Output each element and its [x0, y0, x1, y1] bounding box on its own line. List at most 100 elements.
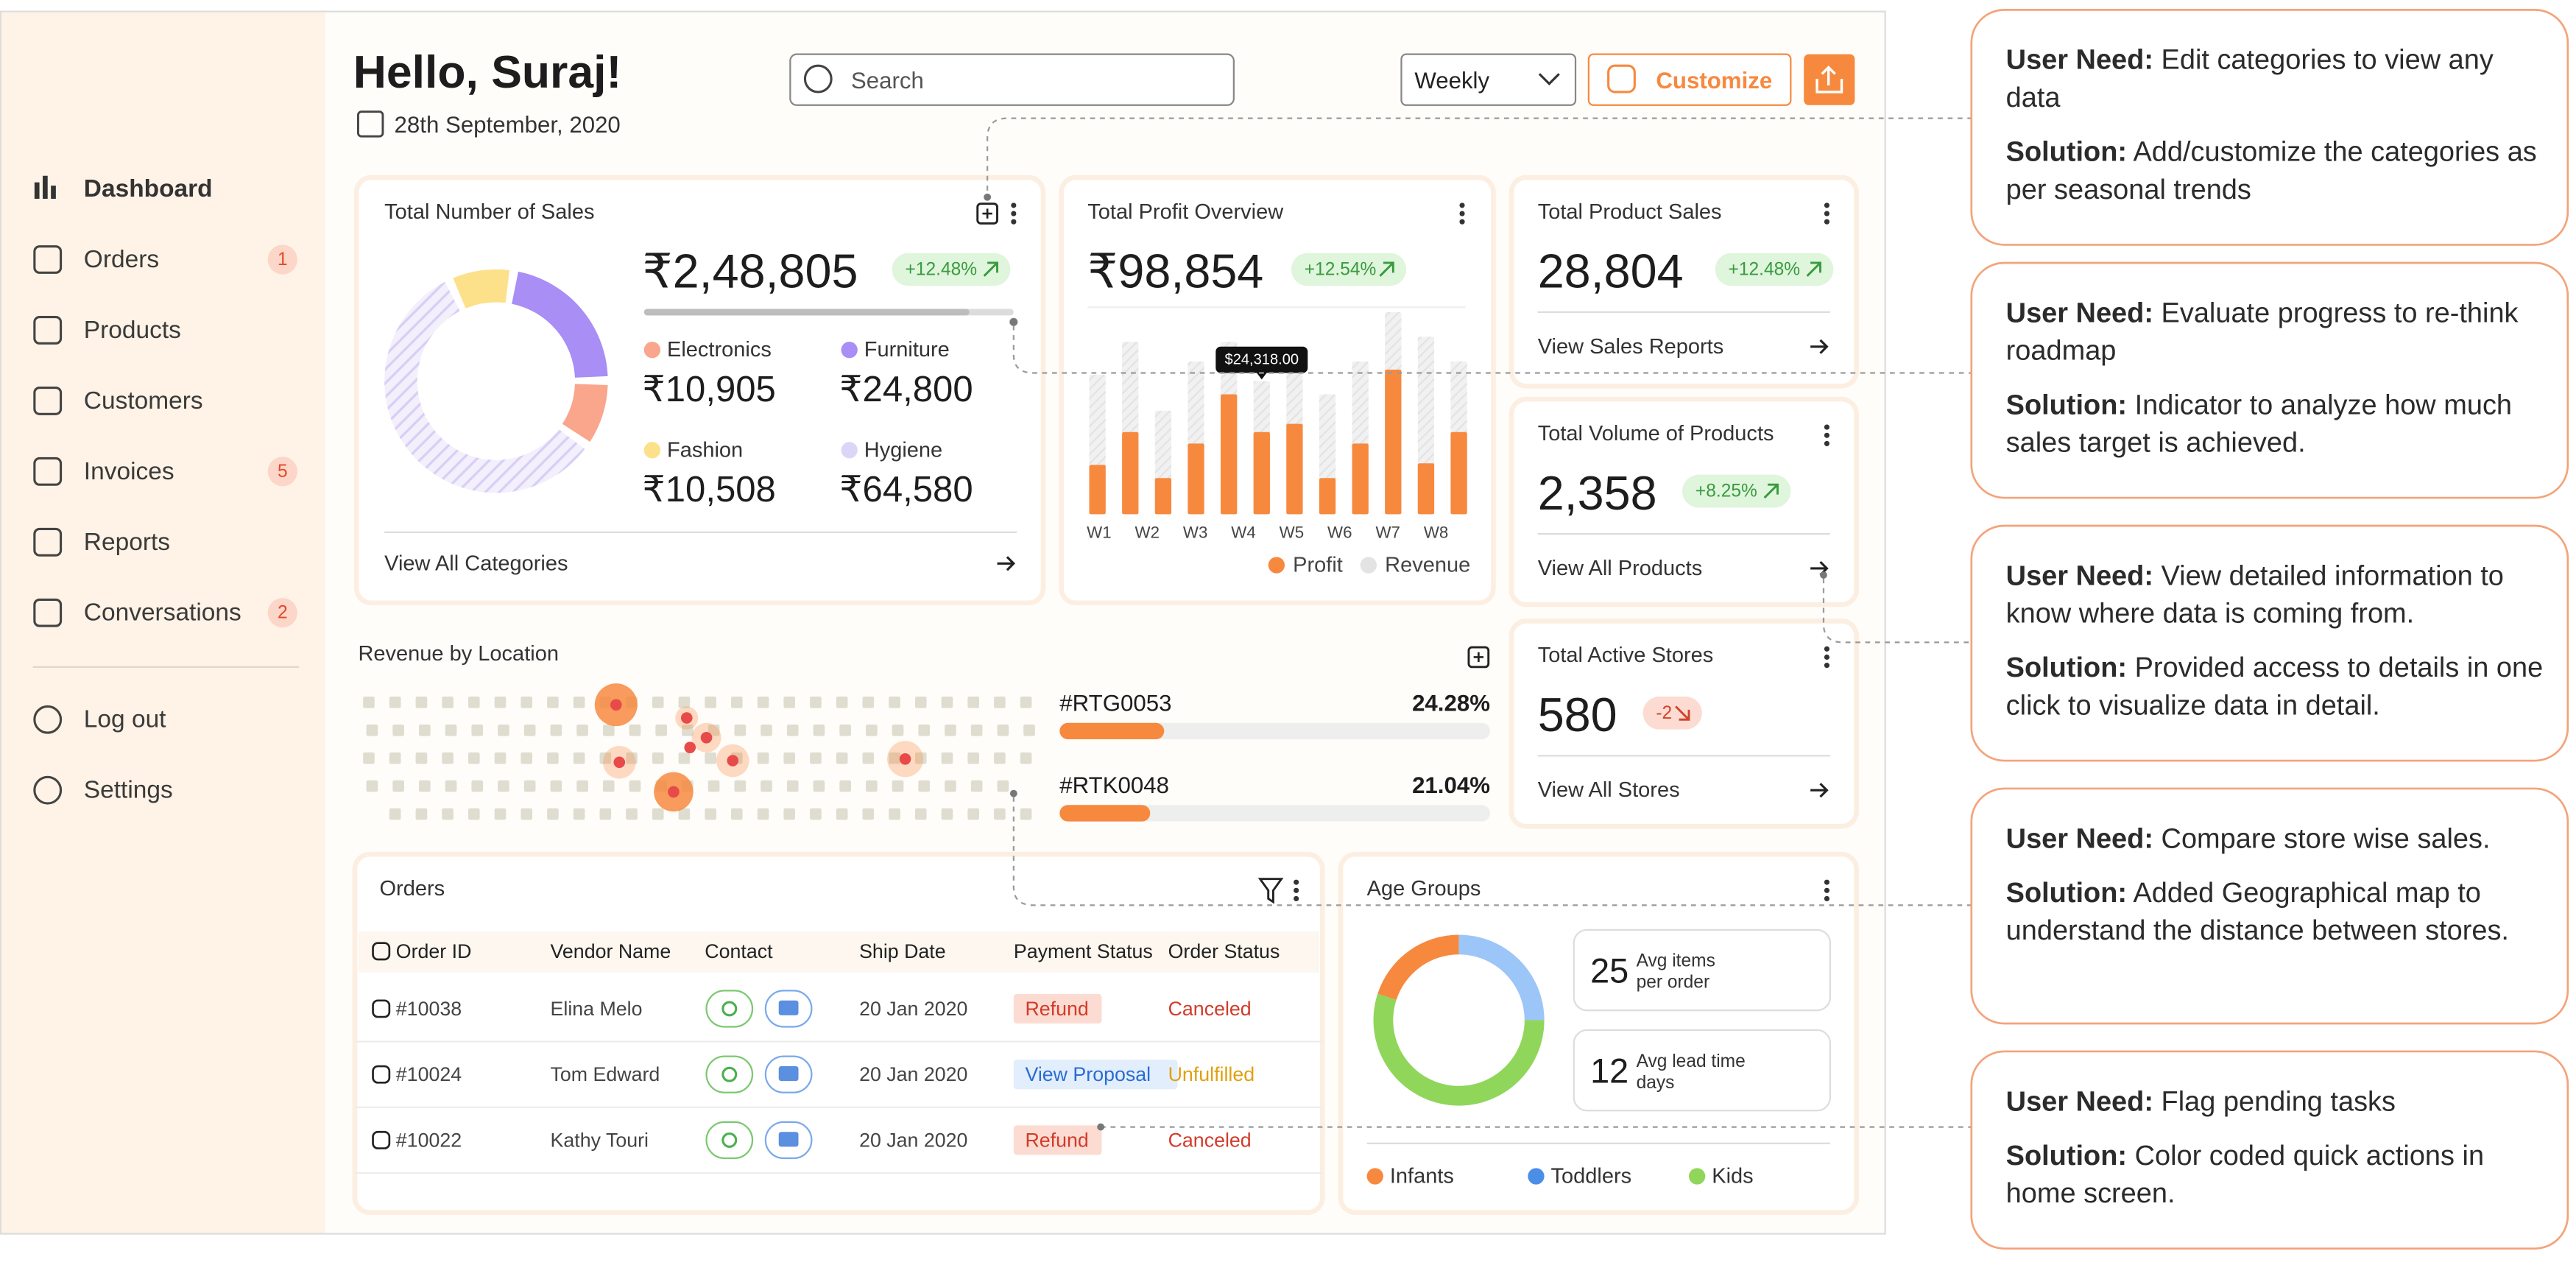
store-pin — [668, 786, 680, 798]
payment-status[interactable]: Refund — [1025, 998, 1088, 1020]
nav-badge — [267, 457, 297, 487]
tooltip — [1215, 346, 1308, 373]
map-dot — [862, 808, 875, 820]
nav-item[interactable]: Orders — [84, 246, 159, 273]
nav-item[interactable]: Settings — [84, 777, 173, 804]
nav-item[interactable]: Invoices — [84, 458, 174, 485]
nav-badge-count: 1 — [278, 250, 288, 269]
nav-item[interactable]: Products — [84, 317, 181, 344]
payment-badge[interactable] — [1013, 1060, 1178, 1090]
checkbox[interactable] — [372, 1130, 391, 1149]
more-icon[interactable] — [1824, 879, 1830, 885]
call-button[interactable] — [705, 990, 754, 1028]
more-icon[interactable] — [1459, 219, 1465, 225]
annotation-body: User Need: Compare store wise sales. Solu… — [2006, 822, 2548, 951]
add-icon-plus — [1473, 652, 1484, 663]
map-dot — [576, 724, 588, 736]
arrow-icon[interactable] — [997, 556, 1016, 571]
payment-badge[interactable] — [1013, 1125, 1102, 1155]
profit-bar — [1352, 443, 1369, 515]
donut-segment — [512, 271, 608, 378]
more-icon[interactable] — [1824, 654, 1830, 660]
more-icon[interactable] — [1824, 440, 1830, 446]
customize-label[interactable]: Customize — [1656, 68, 1772, 94]
search-box[interactable] — [789, 53, 1235, 106]
annotation-body: User Need: View detailed information to … — [2006, 559, 2548, 726]
card-link[interactable]: View All Products — [1538, 557, 1703, 580]
category-name: Fashion — [667, 438, 743, 462]
payment-status[interactable]: Refund — [1025, 1129, 1088, 1151]
nav-item[interactable]: Customers — [84, 387, 203, 415]
annotation-label: User Need: — [2005, 1085, 2153, 1118]
more-icon[interactable] — [1294, 887, 1299, 893]
nav-item[interactable]: Reports — [84, 529, 170, 556]
stat-caption: Avg lead time — [1637, 1051, 1746, 1071]
checkbox[interactable] — [372, 942, 391, 961]
share-track — [1059, 722, 1490, 740]
card-link[interactable]: View All Stores — [1538, 778, 1680, 802]
map-dot — [941, 752, 953, 764]
checkbox[interactable] — [372, 1065, 391, 1084]
period-select[interactable] — [1400, 53, 1577, 106]
more-icon[interactable] — [1824, 663, 1830, 669]
add-icon[interactable] — [976, 202, 998, 225]
map-dot — [521, 752, 533, 764]
more-icon[interactable] — [1011, 211, 1017, 216]
more-icon[interactable] — [1011, 219, 1017, 225]
donut-segment — [1377, 934, 1459, 1000]
annotation-content: View detailed information to know where … — [2005, 560, 2504, 630]
map-dot — [705, 808, 716, 820]
map-dot — [573, 808, 585, 820]
map-dot — [918, 724, 931, 736]
nav-item[interactable]: Dashboard — [84, 175, 213, 202]
more-icon[interactable] — [1011, 202, 1017, 208]
more-icon[interactable] — [1824, 202, 1830, 208]
map-dot — [734, 724, 747, 736]
call-button[interactable] — [705, 1121, 754, 1160]
more-icon[interactable] — [1824, 219, 1830, 225]
map-dot — [862, 752, 875, 764]
nav-item[interactable]: Conversations — [84, 599, 241, 627]
customize-button[interactable] — [1587, 53, 1792, 106]
checkbox[interactable] — [372, 999, 391, 1018]
map-dot — [813, 780, 825, 792]
payment-badge[interactable] — [1013, 993, 1102, 1024]
more-icon[interactable] — [1824, 211, 1830, 216]
more-icon[interactable] — [1294, 879, 1299, 885]
payment-status[interactable]: View Proposal — [1025, 1063, 1151, 1085]
card-link[interactable]: View All Categories — [384, 552, 568, 575]
change-badge — [1682, 474, 1791, 508]
arrow-icon[interactable] — [1810, 339, 1829, 354]
annotation-label: Solution: — [2005, 877, 2128, 909]
legend-label: Toddlers — [1551, 1165, 1632, 1188]
nav-icon — [33, 775, 63, 805]
filter-icon[interactable] — [1257, 878, 1284, 904]
annotation-content: Added Geographical map to understand the… — [2005, 877, 2509, 946]
more-icon[interactable] — [1824, 895, 1830, 902]
more-icon[interactable] — [1824, 432, 1830, 438]
map-dot — [678, 697, 691, 708]
map-dot — [626, 808, 638, 820]
annotation-content: Compare store wise sales. — [2161, 822, 2491, 855]
more-icon[interactable] — [1824, 887, 1830, 893]
map-dot — [523, 724, 536, 736]
map-dot — [602, 724, 615, 736]
more-icon[interactable] — [1459, 211, 1465, 216]
order-id: #10024 — [396, 1063, 462, 1085]
profit-bar — [1319, 478, 1336, 515]
card-title: Total Profit Overview — [1087, 200, 1284, 224]
card-link[interactable]: View Sales Reports — [1538, 335, 1724, 359]
more-icon[interactable] — [1294, 895, 1299, 902]
call-button[interactable] — [705, 1055, 754, 1093]
nav-item[interactable]: Log out — [84, 706, 166, 733]
arrow-icon[interactable] — [1810, 783, 1829, 798]
add-icon[interactable] — [1467, 646, 1490, 669]
annotation-content: Color coded quick actions in home screen… — [2005, 1140, 2485, 1209]
more-icon[interactable] — [1824, 646, 1830, 652]
map-dot — [967, 808, 979, 820]
map-dot — [810, 697, 822, 708]
more-icon[interactable] — [1824, 424, 1830, 430]
more-icon[interactable] — [1459, 202, 1465, 208]
stat-box — [1573, 929, 1832, 1012]
x-tick-label: W1 — [1087, 523, 1111, 541]
